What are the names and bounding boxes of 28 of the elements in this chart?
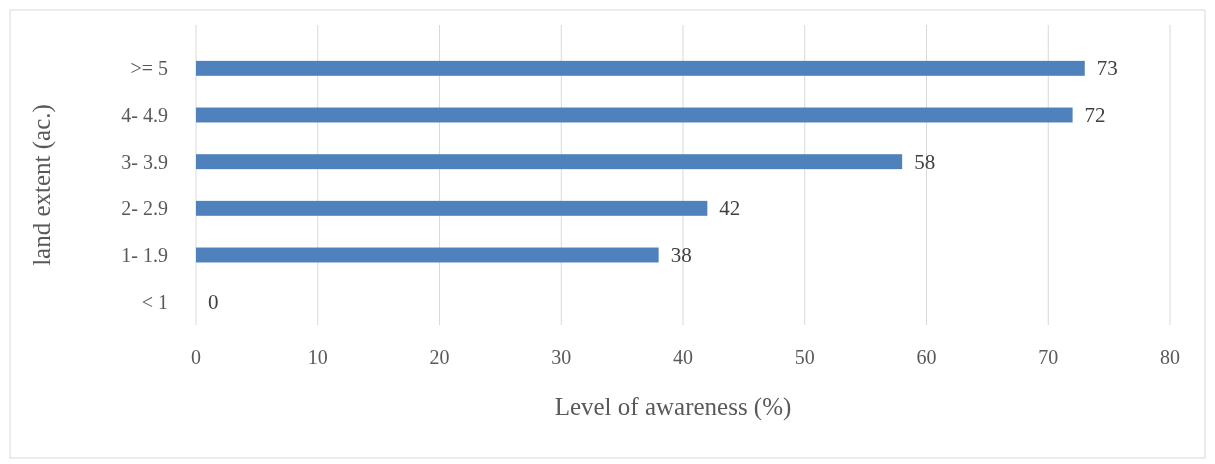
x-tick-label: 10 (307, 346, 328, 368)
data-label: 73 (1096, 56, 1118, 81)
bar (196, 60, 1085, 76)
x-tick-label: 0 (191, 346, 201, 368)
x-tick-label: 40 (673, 346, 693, 368)
y-tick-label: < 1 (141, 290, 168, 313)
y-tick-label: >= 5 (130, 57, 168, 80)
x-tick-label: 70 (1038, 346, 1059, 368)
y-tick-label: 4- 4.9 (121, 104, 168, 126)
y-tick-label: 1- 1.9 (121, 244, 168, 266)
data-label: 72 (1084, 103, 1106, 127)
data-label: 58 (914, 149, 936, 174)
y-axis-title: land extent (ac.) (28, 104, 56, 266)
bar (196, 154, 903, 170)
data-label: 38 (670, 243, 692, 267)
bar (196, 107, 1073, 123)
y-tick-label: 3- 3.9 (121, 150, 168, 173)
x-tick-label: 80 (1160, 346, 1180, 368)
bar (196, 200, 708, 216)
x-tick-label: 60 (916, 346, 937, 368)
data-label: 0 (208, 289, 219, 314)
data-label: 42 (719, 196, 741, 221)
bar (196, 247, 659, 263)
y-tick-label: 2- 2.9 (121, 197, 168, 220)
x-axis-title: Level of awareness (%) (554, 393, 792, 421)
x-tick-label: 30 (551, 346, 572, 368)
x-tick-label: 50 (794, 346, 815, 368)
x-tick-label: 20 (429, 346, 450, 368)
